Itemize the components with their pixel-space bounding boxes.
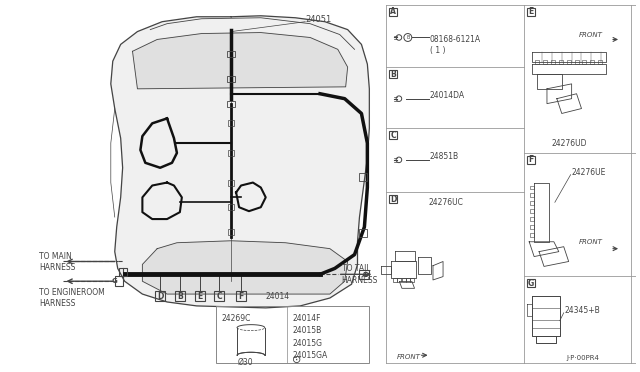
Text: B: B [390, 70, 396, 78]
Bar [216, 306, 369, 363]
Text: D: D [157, 292, 163, 301]
Text: F: F [529, 155, 534, 164]
Text: 08168-6121A
( 1 ): 08168-6121A ( 1 ) [429, 35, 481, 55]
Text: A: A [390, 7, 396, 16]
Text: G: G [528, 279, 534, 288]
Text: 24051: 24051 [305, 15, 332, 24]
Text: 24851B: 24851B [429, 153, 459, 161]
Text: 24276UD: 24276UD [552, 139, 588, 148]
Text: B: B [406, 35, 410, 40]
Polygon shape [142, 241, 348, 294]
Text: 24269C: 24269C [221, 314, 251, 323]
Text: 24014F
24015B
24015G
24015GA: 24014F 24015B 24015G 24015GA [292, 314, 328, 360]
Text: ⊙: ⊙ [292, 355, 301, 365]
Text: D: D [390, 195, 396, 204]
Text: 24276UC: 24276UC [429, 198, 463, 207]
Text: C: C [216, 292, 222, 301]
Text: 24014: 24014 [266, 292, 290, 301]
Text: FRONT: FRONT [397, 354, 421, 360]
Polygon shape [111, 16, 369, 308]
Text: TO MAIN
HARNESS: TO MAIN HARNESS [39, 251, 75, 272]
Text: 24276UE: 24276UE [572, 168, 606, 177]
Text: F: F [239, 292, 244, 301]
Text: C: C [390, 131, 396, 140]
Text: TO ENGINEROOM
HARNESS: TO ENGINEROOM HARNESS [39, 288, 104, 308]
Polygon shape [132, 33, 348, 89]
Text: 24014DA: 24014DA [429, 91, 465, 100]
Text: E: E [529, 7, 534, 16]
Text: A: A [362, 272, 367, 278]
Text: 24345+B: 24345+B [564, 306, 600, 315]
Text: E: E [197, 292, 202, 301]
Text: J·P·00PR4: J·P·00PR4 [566, 355, 600, 361]
Text: G: G [112, 278, 118, 284]
Text: FRONT: FRONT [579, 239, 602, 245]
Text: TO TAIL
HARNESS: TO TAIL HARNESS [342, 264, 378, 285]
Text: B: B [177, 292, 183, 301]
Text: Ø30: Ø30 [238, 358, 253, 367]
Text: FRONT: FRONT [579, 32, 602, 38]
